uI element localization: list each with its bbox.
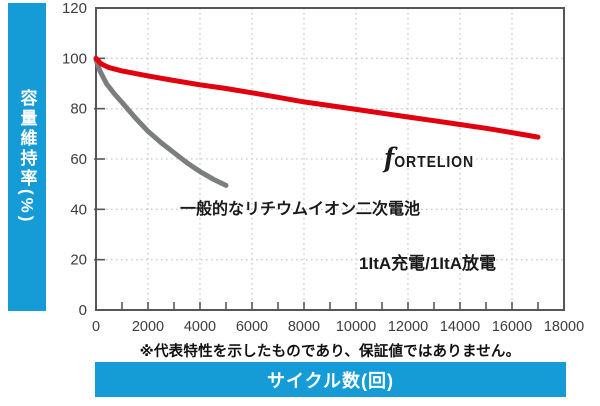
x-tick-label: 8000 — [288, 319, 320, 335]
generic-battery-label: 一般的なリチウムイオン二次電池 — [179, 201, 420, 218]
test-condition-label: 1ItA充電/1ItA放電 — [359, 254, 496, 273]
series-line-generic — [93, 57, 229, 188]
x-tick-label: 12000 — [388, 319, 428, 335]
y-tick-label: 0 — [79, 302, 87, 319]
x-tick-label: 14000 — [440, 319, 480, 335]
y-tick-label: 60 — [70, 151, 87, 168]
x-tick-label: 16000 — [492, 319, 532, 335]
y-tick-label: 20 — [70, 252, 87, 269]
y-tick-label: 100 — [62, 50, 87, 67]
x-axis-title: サイクル数(回) — [266, 370, 395, 391]
x-axis-title-bar: サイクル数(回) — [95, 362, 566, 397]
x-tick-label: 18000 — [544, 319, 584, 335]
x-tick-label: 6000 — [236, 319, 268, 335]
fortelion-logo-rest: ORTELION — [394, 154, 475, 171]
fortelion-logo: f ORTELION — [384, 143, 475, 174]
x-tick-label: 2000 — [132, 319, 164, 335]
y-axis-title: 容量維持率(%) — [17, 89, 37, 225]
y-tick-label: 40 — [70, 201, 87, 218]
series-line-fortelion — [93, 55, 541, 140]
plot-border — [95, 7, 565, 311]
chart-plot-svg: 0 20 40 60 80 100 120 0 2000 4000 6000 8000 10000 120… — [62, 0, 584, 335]
y-tick-label: 120 — [62, 0, 87, 17]
x-tick-label: 0 — [92, 319, 100, 335]
y-axis-title-bar: 容量維持率(%) — [8, 3, 46, 311]
cycle-life-chart: 0 20 40 60 80 100 120 0 2000 4000 6000 8000 10000 120… — [62, 0, 584, 335]
y-tick-label: 80 — [70, 101, 87, 118]
x-tick-label: 4000 — [184, 319, 216, 335]
fortelion-logo-f: f — [384, 143, 395, 174]
x-tick-label: 10000 — [336, 319, 376, 335]
disclaimer-note: ※代表特性を示したものであり、保証値ではありません。 — [139, 344, 521, 360]
